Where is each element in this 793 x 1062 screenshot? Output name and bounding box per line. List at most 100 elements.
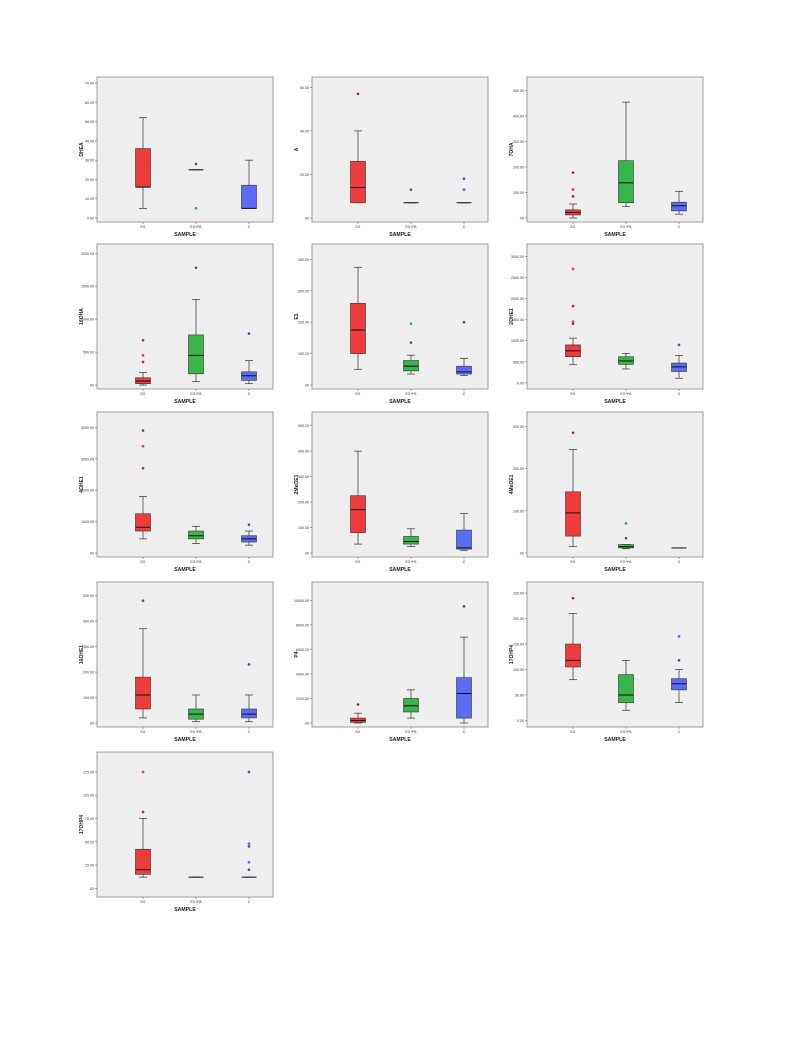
y-tick-label: 0.00	[87, 217, 94, 221]
y-tick-label: 200.00	[83, 671, 94, 675]
boxplot-panel: .00 500.00 1000.00 1500.00 2000.00 16OHA SAMPL…	[79, 243, 274, 405]
x-tick-label: EG	[356, 225, 361, 229]
y-axis-label: 2MeOE1	[294, 474, 300, 494]
box	[618, 674, 634, 703]
outlier-point	[141, 338, 145, 342]
x-tick-label: EG+PA	[405, 560, 417, 564]
box	[350, 161, 366, 204]
y-tick-label: 500.00	[83, 594, 94, 598]
x-axis-label: SAMPLE	[174, 737, 196, 743]
outlier-point	[409, 322, 413, 326]
x-tick-label: EG	[141, 900, 146, 904]
x-tick-label: EG	[356, 730, 361, 734]
y-tick-label: 300.00	[83, 645, 94, 649]
box	[241, 708, 257, 719]
boxplot-panel: 0.00 10.00 20.00 30.00 40.00 50.00 60.00 70.00 D…	[79, 76, 274, 238]
outlier-point	[194, 266, 198, 270]
y-tick-label: 70.00	[85, 82, 94, 86]
box	[456, 365, 472, 375]
x-tick-label: EG	[571, 560, 576, 564]
box	[135, 513, 151, 532]
outlier-point	[571, 171, 575, 175]
y-tick-label: 200.00	[513, 166, 524, 170]
y-tick-label: 6000.00	[296, 648, 309, 652]
y-tick-label: 400.00	[298, 450, 309, 454]
outlier-point	[141, 770, 145, 774]
x-tick-label: C	[463, 560, 466, 564]
y-tick-label: 40.00	[85, 139, 94, 143]
outlier-point	[356, 92, 360, 96]
y-tick-label: 4000.00	[296, 672, 309, 676]
boxplot-panel: .00 100.00 200.00 300.00 400.00 500.00 7OHA SAM…	[509, 76, 704, 238]
y-tick-label: 500.00	[83, 351, 94, 355]
y-tick-label: 100.00	[513, 668, 524, 672]
outlier-point	[571, 320, 575, 324]
x-tick-label: EG	[571, 730, 576, 734]
box	[456, 529, 472, 550]
y-tick-label: 400.00	[513, 115, 524, 119]
y-tick-label: .00	[304, 552, 309, 556]
outlier-point	[141, 360, 145, 364]
y-tick-label: .00	[519, 552, 524, 556]
outlier-point	[247, 662, 251, 666]
y-tick-label: 250.00	[513, 592, 524, 596]
box	[350, 303, 366, 354]
outlier-point	[677, 634, 681, 638]
x-tick-label: C	[678, 730, 681, 734]
outlier-point	[462, 188, 466, 192]
outlier-point	[247, 770, 251, 774]
y-tick-label: 75.00	[85, 817, 94, 821]
y-tick-label: 500.00	[298, 424, 309, 428]
y-axis-label: DHEA	[79, 142, 85, 157]
y-tick-label: 2500.00	[511, 276, 524, 280]
x-tick-label: EG	[571, 225, 576, 229]
x-axis-label: SAMPLE	[389, 232, 411, 238]
outlier-point	[247, 523, 251, 527]
box	[671, 201, 687, 212]
y-axis-label: 4OHE1	[79, 476, 85, 493]
outlier-point	[571, 596, 575, 600]
boxplot-panel: .00 100.00 200.00 300.00 4MeOE1 SAMPLE EG EG+PA…	[509, 411, 704, 573]
box	[188, 334, 204, 375]
x-axis-label: SAMPLE	[604, 737, 626, 743]
y-tick-label: 300.00	[298, 289, 309, 293]
plot-area	[526, 411, 704, 558]
x-tick-label: EG+PA	[190, 560, 202, 564]
y-tick-label: 300.00	[298, 475, 309, 479]
outlier-point	[247, 842, 251, 846]
y-tick-label: 200.00	[298, 501, 309, 505]
plot-area	[96, 243, 274, 390]
x-axis-label: SAMPLE	[174, 399, 196, 405]
outlier-point	[571, 267, 575, 271]
y-tick-label: 2000.00	[511, 297, 524, 301]
box	[456, 677, 472, 719]
y-tick-label: 50.00	[515, 693, 524, 697]
x-tick-label: C	[248, 225, 251, 229]
y-tick-label: 100.00	[83, 696, 94, 700]
outlier-point	[247, 860, 251, 864]
y-tick-label: 0.00	[517, 381, 524, 385]
outlier-point	[677, 343, 681, 347]
y-tick-label: 100.00	[298, 352, 309, 356]
x-axis-label: SAMPLE	[174, 907, 196, 913]
outlier-point	[571, 431, 575, 435]
outlier-point	[677, 658, 681, 662]
y-tick-label: 50.00	[85, 120, 94, 124]
y-tick-label: 1000.00	[81, 520, 94, 524]
outlier-point	[624, 536, 628, 540]
outlier-point	[141, 599, 145, 603]
y-tick-label: .00	[304, 384, 309, 388]
y-axis-label: 16OHA	[79, 308, 85, 325]
y-tick-label: .00	[304, 217, 309, 221]
outlier-point	[409, 341, 413, 345]
box	[188, 530, 204, 540]
y-tick-label: 100.00	[298, 526, 309, 530]
boxplot-panel: .00 100.00 200.00 300.00 400.00 E1 SAMPLE EG EG+…	[294, 243, 489, 405]
x-tick-label: C	[248, 560, 251, 564]
y-tick-label: 2000.00	[81, 489, 94, 493]
y-tick-label: 10.00	[85, 197, 94, 201]
x-tick-label: EG+PA	[190, 392, 202, 396]
y-tick-label: 30.00	[85, 159, 94, 163]
y-tick-label: .00	[304, 722, 309, 726]
x-axis-label: SAMPLE	[604, 567, 626, 573]
